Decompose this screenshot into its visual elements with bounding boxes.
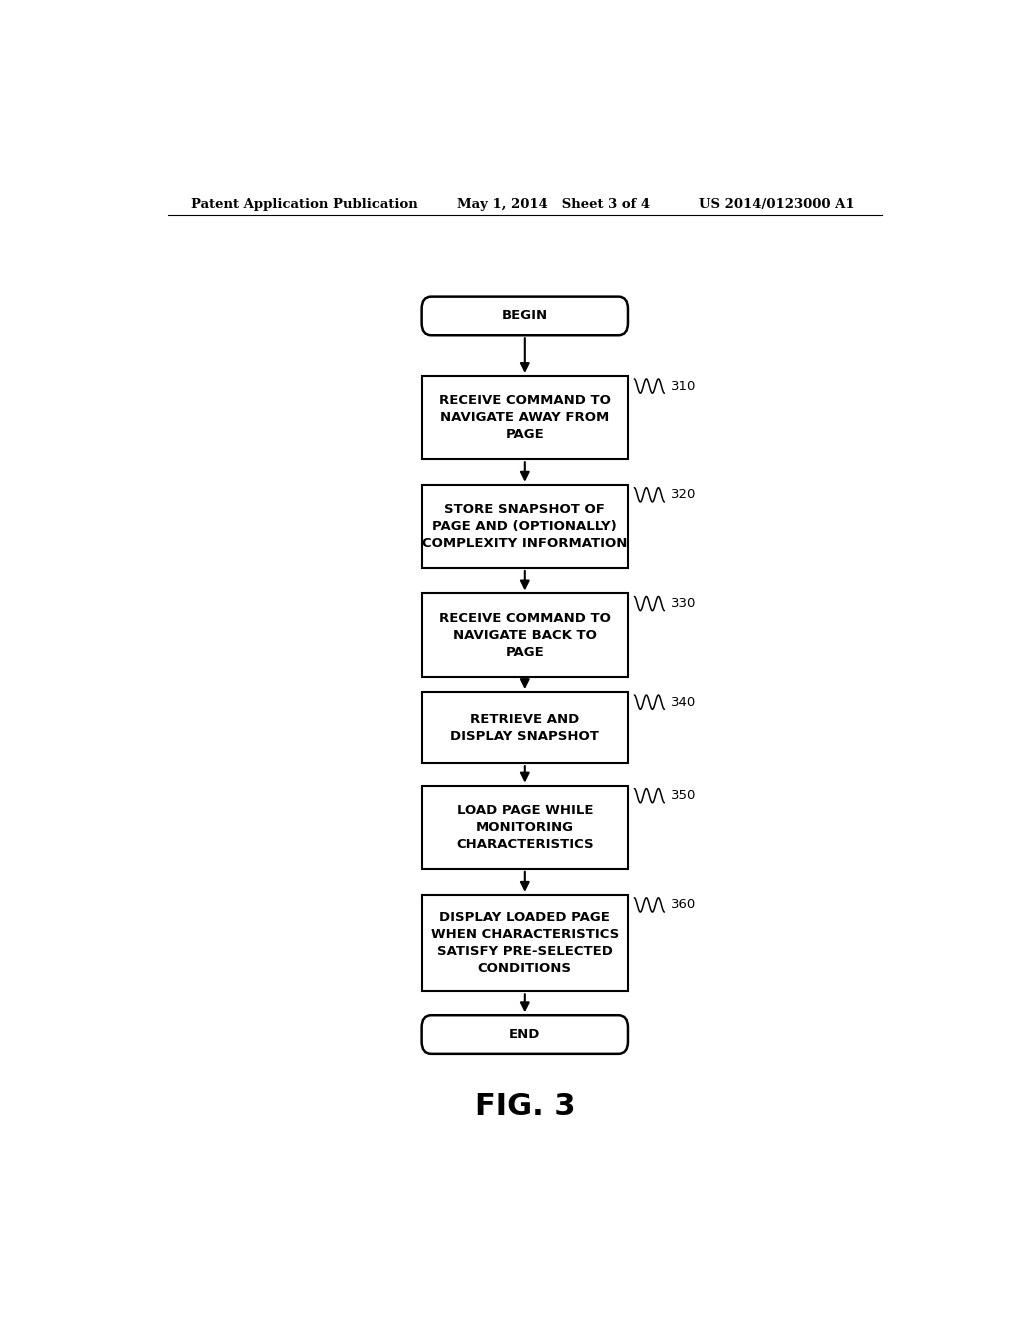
Bar — [422, 692, 628, 763]
Text: 330: 330 — [671, 597, 696, 610]
Text: 350: 350 — [671, 789, 696, 803]
FancyBboxPatch shape — [422, 1015, 628, 1053]
Text: RETRIEVE AND
DISPLAY SNAPSHOT: RETRIEVE AND DISPLAY SNAPSHOT — [451, 713, 599, 743]
Text: Patent Application Publication: Patent Application Publication — [191, 198, 418, 211]
Bar — [422, 785, 628, 869]
Bar — [422, 376, 628, 459]
Text: LOAD PAGE WHILE
MONITORING
CHARACTERISTICS: LOAD PAGE WHILE MONITORING CHARACTERISTI… — [456, 804, 594, 850]
Text: 320: 320 — [671, 488, 696, 502]
Text: FIG. 3: FIG. 3 — [474, 1092, 575, 1121]
Text: STORE SNAPSHOT OF
PAGE AND (OPTIONALLY)
COMPLEXITY INFORMATION: STORE SNAPSHOT OF PAGE AND (OPTIONALLY) … — [422, 503, 628, 550]
FancyBboxPatch shape — [422, 297, 628, 335]
Text: RECEIVE COMMAND TO
NAVIGATE BACK TO
PAGE: RECEIVE COMMAND TO NAVIGATE BACK TO PAGE — [439, 611, 610, 659]
Bar — [422, 594, 628, 677]
Text: RECEIVE COMMAND TO
NAVIGATE AWAY FROM
PAGE: RECEIVE COMMAND TO NAVIGATE AWAY FROM PA… — [439, 395, 610, 441]
Text: 360: 360 — [671, 899, 696, 911]
Text: 310: 310 — [671, 380, 696, 392]
Text: US 2014/0123000 A1: US 2014/0123000 A1 — [699, 198, 855, 211]
Text: BEGIN: BEGIN — [502, 309, 548, 322]
Bar — [422, 484, 628, 568]
Text: END: END — [509, 1028, 541, 1041]
Bar — [422, 895, 628, 991]
Text: DISPLAY LOADED PAGE
WHEN CHARACTERISTICS
SATISFY PRE-SELECTED
CONDITIONS: DISPLAY LOADED PAGE WHEN CHARACTERISTICS… — [431, 911, 618, 975]
Text: May 1, 2014   Sheet 3 of 4: May 1, 2014 Sheet 3 of 4 — [458, 198, 650, 211]
Text: 340: 340 — [671, 696, 696, 709]
